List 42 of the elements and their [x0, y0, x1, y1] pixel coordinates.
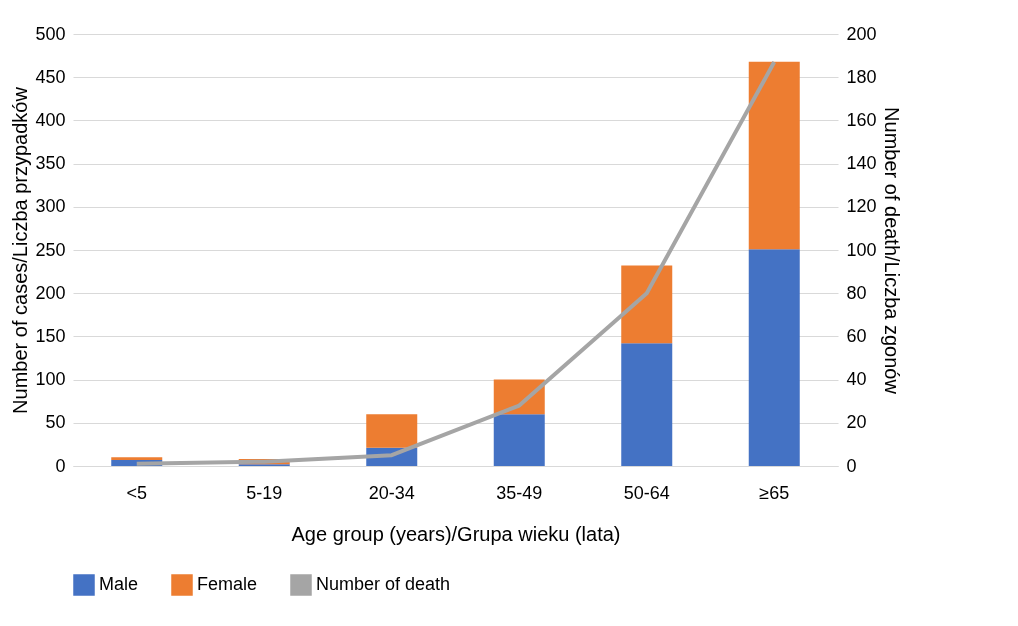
y-tick-label: 100: [35, 369, 66, 390]
x-tick-label: <5: [126, 482, 148, 503]
y-tick-label: 250: [35, 239, 66, 260]
y2-tick-label: 160: [846, 109, 877, 130]
y2-tick-label: 20: [846, 412, 867, 433]
y2-tick-label: 60: [846, 325, 867, 346]
bar: [748, 61, 800, 250]
y2-tick-label: 100: [846, 239, 877, 260]
y2-tick-label: 200: [846, 23, 877, 44]
legend-label: Female: [197, 574, 258, 594]
x-tick-label: 20-34: [368, 482, 415, 503]
y-tick-label: 200: [35, 282, 66, 303]
legend-label: Number of death: [316, 574, 451, 594]
bar: [111, 457, 163, 460]
y-tick-label: 300: [35, 196, 66, 217]
line-series: [134, 60, 777, 466]
y-tick-label: 500: [35, 23, 66, 44]
bar: [366, 414, 418, 448]
y2-tick-label: 0: [846, 455, 857, 476]
bar: [621, 265, 673, 344]
y2-tick-label: 120: [846, 196, 877, 217]
bar: [748, 249, 800, 466]
y-tick-label: 50: [45, 412, 66, 433]
y-tick-label: 450: [35, 66, 66, 87]
y2-tick-label: 180: [846, 66, 877, 87]
legend-label: Male: [99, 574, 139, 594]
x-tick-label: 35-49: [496, 482, 543, 503]
bar: [493, 414, 545, 466]
y-axis-title: Number of cases/Liczba przypadków: [9, 86, 32, 414]
x-tick-label: 50-64: [623, 482, 670, 503]
y-tick-label: 0: [55, 455, 66, 476]
y-tick-label: 350: [35, 153, 66, 174]
x-tick-label: 5-19: [246, 482, 283, 503]
y2-tick-label: 40: [846, 369, 867, 390]
y-tick-label: 400: [35, 109, 66, 130]
y-tick-label: 150: [35, 325, 66, 346]
y2-tick-label: 80: [846, 282, 867, 303]
bar: [621, 343, 673, 466]
x-tick-label: ≥65: [759, 482, 790, 503]
x-axis-title: Age group (years)/Grupa wieku (lata): [291, 522, 621, 545]
y2-tick-label: 140: [846, 153, 877, 174]
y2-axis-title: Number of death/Liczba zgonów: [880, 107, 903, 395]
